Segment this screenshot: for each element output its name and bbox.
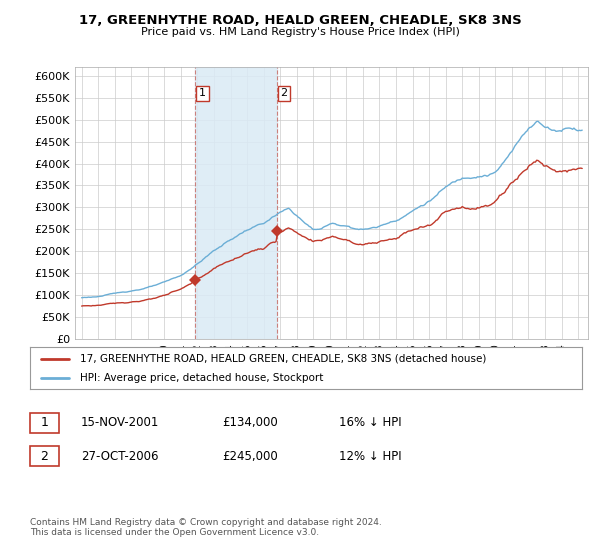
- Text: 16% ↓ HPI: 16% ↓ HPI: [339, 416, 401, 430]
- Text: £134,000: £134,000: [222, 416, 278, 430]
- Text: 17, GREENHYTHE ROAD, HEALD GREEN, CHEADLE, SK8 3NS (detached house): 17, GREENHYTHE ROAD, HEALD GREEN, CHEADL…: [80, 353, 486, 363]
- Text: 1: 1: [40, 416, 49, 430]
- Text: 12% ↓ HPI: 12% ↓ HPI: [339, 450, 401, 463]
- Text: HPI: Average price, detached house, Stockport: HPI: Average price, detached house, Stoc…: [80, 373, 323, 383]
- Text: 27-OCT-2006: 27-OCT-2006: [81, 450, 158, 463]
- Text: 1: 1: [199, 88, 206, 99]
- Text: 17, GREENHYTHE ROAD, HEALD GREEN, CHEADLE, SK8 3NS: 17, GREENHYTHE ROAD, HEALD GREEN, CHEADL…: [79, 14, 521, 27]
- Text: Price paid vs. HM Land Registry's House Price Index (HPI): Price paid vs. HM Land Registry's House …: [140, 27, 460, 38]
- Text: 2: 2: [281, 88, 287, 99]
- Bar: [196, 67, 277, 339]
- Text: Contains HM Land Registry data © Crown copyright and database right 2024.
This d: Contains HM Land Registry data © Crown c…: [30, 518, 382, 538]
- Text: £245,000: £245,000: [222, 450, 278, 463]
- Text: 15-NOV-2001: 15-NOV-2001: [81, 416, 160, 430]
- Text: 2: 2: [40, 450, 49, 463]
